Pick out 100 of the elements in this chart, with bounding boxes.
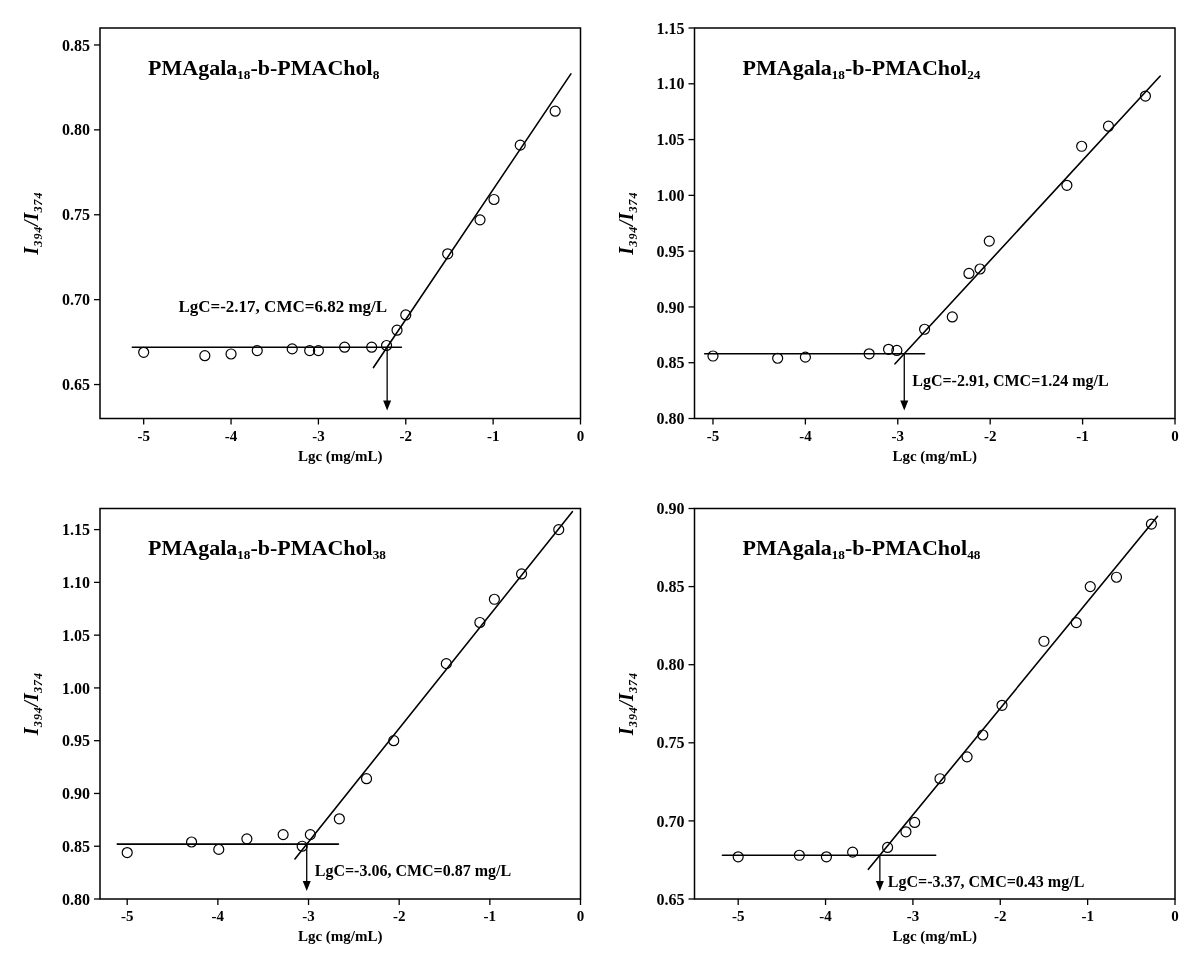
point (515, 568, 528, 580)
point (296, 840, 308, 852)
point (963, 267, 975, 280)
point (549, 105, 561, 117)
y-tick-label: 0.80 (656, 656, 685, 674)
y-tick-label: 1.05 (62, 626, 90, 644)
point (882, 343, 895, 355)
y-tick-label: 0.80 (62, 121, 90, 139)
x-tick-label: -3 (906, 908, 920, 924)
point (488, 193, 500, 206)
x-tick-label: 0 (576, 908, 585, 924)
point (488, 593, 500, 605)
y-tick-label: 0.65 (62, 376, 90, 394)
point (1076, 140, 1088, 152)
y-tick-label: 0.90 (62, 785, 90, 803)
point (277, 829, 289, 841)
x-tick-label: -3 (302, 908, 315, 924)
point (961, 751, 973, 763)
x-tick-label: 0 (1171, 427, 1179, 444)
point (1084, 581, 1096, 593)
y-tick-label: 0.75 (656, 734, 685, 752)
point (909, 816, 921, 829)
y-tick-label: 0.85 (656, 578, 685, 596)
x-tick-label: -3 (891, 427, 905, 444)
x-tick-label: -1 (486, 427, 500, 444)
point (1038, 635, 1050, 647)
point (881, 841, 894, 854)
y-tick-label: 0.85 (62, 36, 90, 54)
annotation: LgC=-2.91, CMC=1.24 mg/L (912, 371, 1109, 390)
point (847, 846, 859, 858)
x-tick-label: -2 (994, 908, 1007, 924)
x-tick-label: -5 (120, 908, 134, 924)
y-tick-label: 0.75 (62, 206, 90, 224)
x-tick-label: -4 (224, 427, 238, 444)
text: PMAgala₁₈-b-PMAChol₈ (148, 54, 380, 80)
point (241, 833, 253, 845)
y-tick-label: 1.10 (62, 573, 90, 591)
point (900, 826, 912, 838)
point (380, 339, 393, 352)
point (983, 235, 995, 247)
x-tick-label: -5 (731, 908, 745, 924)
y-axis-title: I₃₉₄/I₃₇₄ (614, 191, 637, 256)
point (304, 344, 316, 357)
point (863, 348, 875, 360)
point (339, 341, 351, 353)
x-tick-label: -1 (483, 908, 497, 924)
point (1102, 120, 1115, 132)
y-tick-label: 0.80 (656, 410, 685, 428)
point (772, 352, 784, 364)
point (474, 214, 486, 226)
point (312, 344, 325, 357)
point (793, 849, 805, 861)
y-axis-title: I₃₉₄/I₃₇₄ (20, 672, 42, 737)
x-tick-label: -2 (983, 427, 997, 444)
point (440, 658, 452, 670)
point (400, 309, 412, 321)
y-tick-label: 1.15 (656, 19, 685, 37)
x-tick-label: -3 (312, 427, 325, 444)
y-tick-label: 0.95 (62, 732, 90, 750)
text: PMAgala₁₈-b-PMAChol₄₈ (742, 535, 981, 561)
y-tick-label: 0.85 (62, 837, 90, 855)
point (891, 344, 903, 357)
point (251, 344, 263, 357)
point (366, 341, 378, 353)
point (213, 843, 225, 855)
point (707, 350, 719, 362)
point (360, 773, 373, 785)
point (1139, 90, 1152, 102)
x-axis-title: Lgc (mg/mL) (297, 447, 383, 465)
point (121, 846, 133, 859)
point (225, 348, 237, 360)
point (799, 351, 811, 363)
y-tick-label: 0.65 (656, 890, 685, 908)
point (1145, 518, 1158, 530)
x-axis-title: Lgc (mg/mL) (892, 928, 978, 945)
x-tick-label: -5 (706, 427, 720, 444)
point (286, 343, 298, 355)
y-tick-label: 0.80 (62, 890, 90, 908)
point (199, 350, 211, 362)
x-tick-label: -1 (1081, 908, 1094, 924)
text: PMAgala₁₈-b-PMAChol₃₈ (148, 535, 387, 561)
point (304, 829, 316, 841)
annotation: LgC=-3.06, CMC=0.87 mg/L (314, 862, 512, 881)
annotation: LgC=-3.37, CMC=0.43 mg/L (887, 873, 1085, 892)
point (918, 323, 931, 335)
y-tick-label: 1.00 (62, 679, 90, 697)
point (442, 248, 454, 260)
x-tick-label: -1 (1076, 427, 1089, 444)
point (946, 311, 958, 323)
y-tick-label: 0.90 (656, 298, 685, 316)
x-tick-label: -4 (819, 908, 833, 924)
point (974, 263, 986, 275)
y-tick-label: 1.00 (656, 186, 685, 204)
y-tick-label: 0.70 (656, 812, 685, 830)
text: PMAgala₁₈-b-PMAChol₂₄ (742, 54, 981, 80)
x-tick-label: -5 (137, 427, 150, 444)
point (474, 616, 486, 629)
point (1061, 179, 1073, 191)
y-tick-label: 1.05 (656, 131, 685, 149)
annotation: LgC=-2.17, CMC=6.82 mg/L (178, 297, 388, 317)
